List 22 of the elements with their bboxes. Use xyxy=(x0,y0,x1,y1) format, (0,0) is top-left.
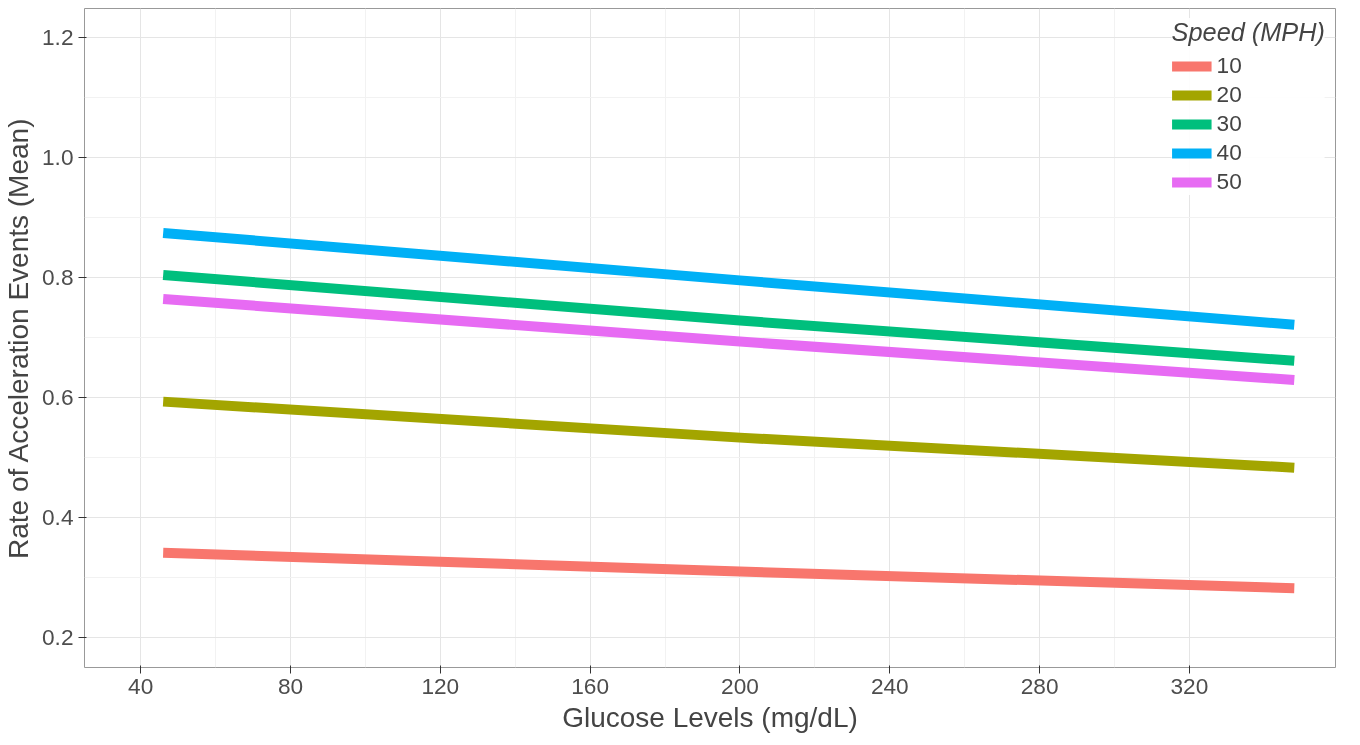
legend-label: 10 xyxy=(1216,52,1242,79)
legend-title: Speed (MPH) xyxy=(1171,18,1325,47)
x-tick-label: 120 xyxy=(421,672,460,699)
y-tick-label: 0.4 xyxy=(42,503,74,530)
x-tick-label: 280 xyxy=(1020,672,1059,699)
x-tick-label: 40 xyxy=(128,672,154,699)
x-tick-label: 200 xyxy=(721,672,759,699)
y-tick-label: 0.8 xyxy=(42,263,74,290)
y-tick-label: 0.6 xyxy=(42,383,74,410)
legend-label: 30 xyxy=(1216,110,1242,137)
y-tick-label: 0.2 xyxy=(42,623,74,650)
x-axis-title: Glucose Levels (mg/dL) xyxy=(562,701,858,733)
x-tick-label: 320 xyxy=(1170,672,1209,699)
legend-label: 20 xyxy=(1216,81,1242,108)
x-tick-label: 160 xyxy=(571,672,610,699)
y-tick-label: 1.2 xyxy=(42,23,74,50)
x-tick-label: 80 xyxy=(277,672,304,699)
x-tick-label: 240 xyxy=(870,672,909,699)
y-axis-title: Rate of Acceleration Events (Mean) xyxy=(3,118,34,559)
y-tick-label: 1.0 xyxy=(42,143,74,170)
legend-label: 40 xyxy=(1216,139,1242,166)
legend-label: 50 xyxy=(1216,168,1242,195)
